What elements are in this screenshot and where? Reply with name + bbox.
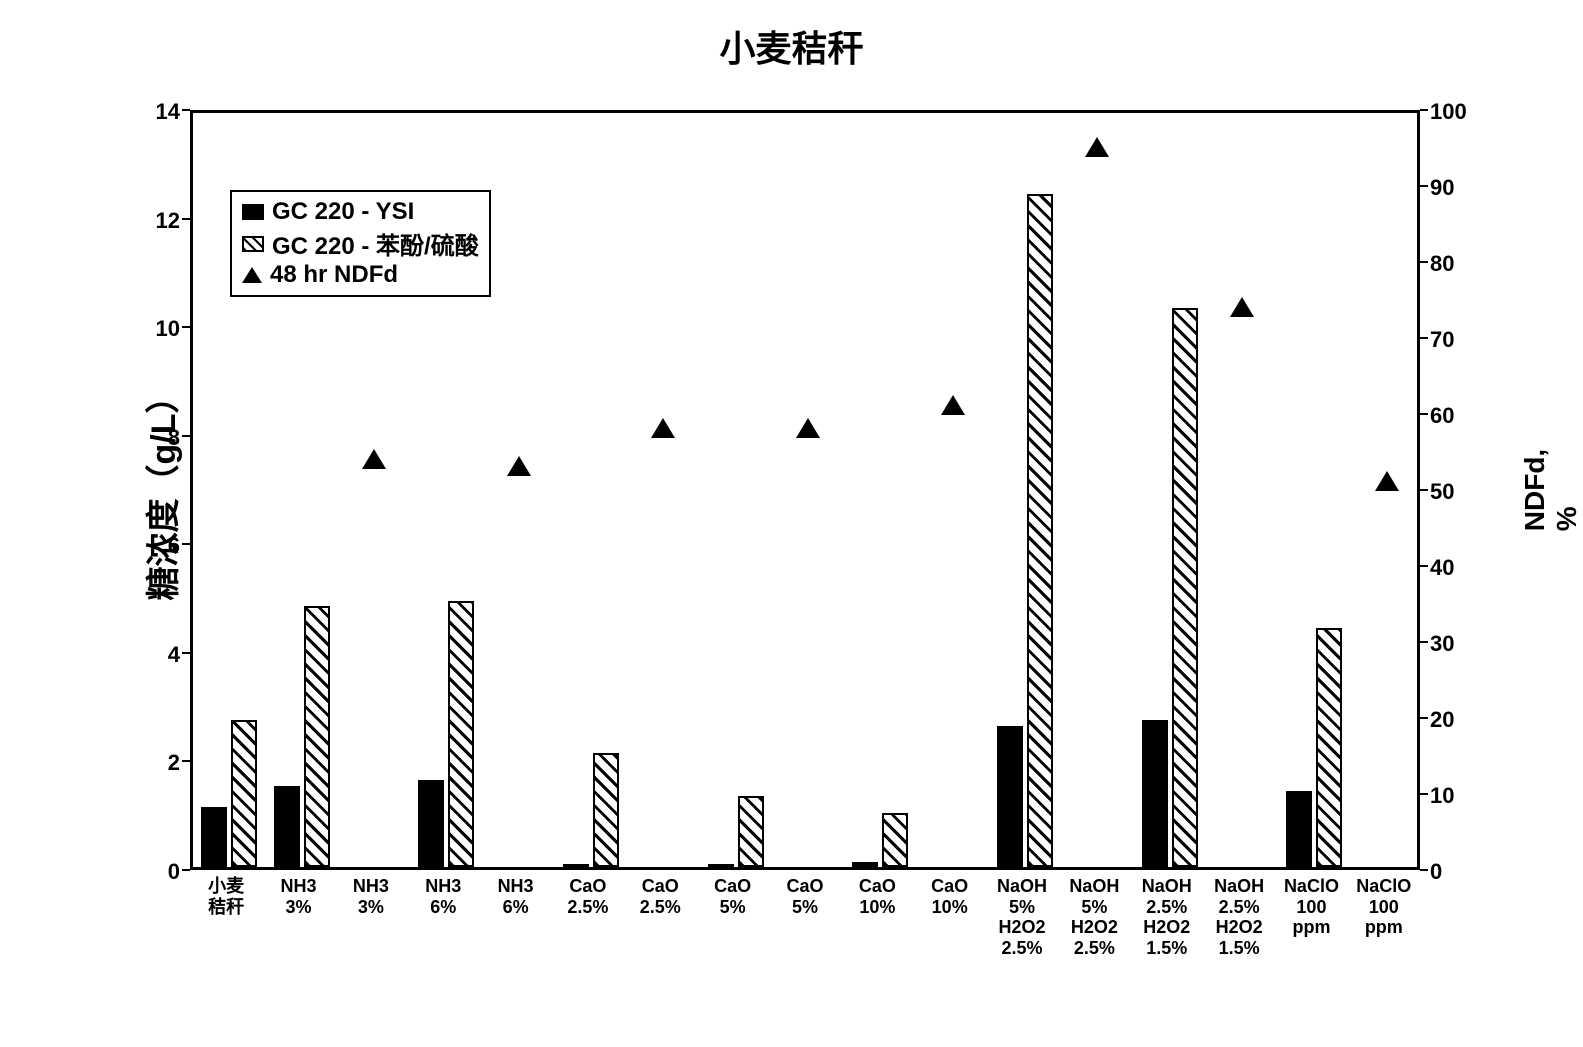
bar-ysi xyxy=(852,862,878,867)
y1-axis-label: 糖浓度（g/L） xyxy=(136,380,185,601)
y2-tick-label: 30 xyxy=(1430,631,1480,657)
legend-swatch-triangle xyxy=(242,267,262,283)
bar-ysi xyxy=(1142,720,1168,867)
bar-ysi xyxy=(708,864,734,867)
y1-tick xyxy=(182,760,190,762)
y2-tick xyxy=(1420,717,1428,719)
legend-row-phenol: GC 220 - 苯酚/硫酸 xyxy=(242,226,479,261)
bar-ysi xyxy=(418,780,444,867)
x-category-label: CaO2.5% xyxy=(552,876,624,917)
y2-tick xyxy=(1420,261,1428,263)
x-category-label: CaO10% xyxy=(914,876,986,917)
marker-ndfd xyxy=(507,456,531,476)
marker-ndfd xyxy=(1085,137,1109,157)
bar-ysi xyxy=(997,726,1023,867)
y2-tick xyxy=(1420,489,1428,491)
legend-row-ndfd: 48 hr NDFd xyxy=(242,261,479,289)
y1-tick xyxy=(182,869,190,871)
y1-tick-label: 8 xyxy=(140,425,180,451)
y1-tick xyxy=(182,435,190,437)
y2-tick xyxy=(1420,185,1428,187)
x-category-label: NH36% xyxy=(479,876,551,917)
legend: GC 220 - YSI GC 220 - 苯酚/硫酸 48 hr NDFd xyxy=(230,190,491,297)
marker-ndfd xyxy=(1230,297,1254,317)
y1-tick xyxy=(182,218,190,220)
y2-tick xyxy=(1420,641,1428,643)
y2-tick xyxy=(1420,869,1428,871)
y1-tick-label: 2 xyxy=(140,750,180,776)
x-category-label: CaO5% xyxy=(769,876,841,917)
x-category-label: NaClO100ppm xyxy=(1275,876,1347,938)
x-category-label: CaO5% xyxy=(696,876,768,917)
y2-tick-label: 10 xyxy=(1430,783,1480,809)
y2-tick-label: 70 xyxy=(1430,327,1480,353)
bar-phenol xyxy=(231,720,257,867)
y1-tick-label: 14 xyxy=(140,99,180,125)
y2-tick-label: 90 xyxy=(1430,175,1480,201)
x-category-label: NaOH2.5%H2O21.5% xyxy=(1131,876,1203,959)
marker-ndfd xyxy=(1375,471,1399,491)
y1-tick xyxy=(182,326,190,328)
y2-tick xyxy=(1420,337,1428,339)
x-category-label: NaClO100ppm xyxy=(1348,876,1420,938)
y2-tick-label: 40 xyxy=(1430,555,1480,581)
x-category-label: NH33% xyxy=(262,876,334,917)
bar-ysi xyxy=(274,786,300,867)
bar-phenol xyxy=(1316,628,1342,867)
y2-tick xyxy=(1420,109,1428,111)
y2-tick-label: 60 xyxy=(1430,403,1480,429)
bar-ysi xyxy=(201,807,227,867)
y2-tick-label: 20 xyxy=(1430,707,1480,733)
x-category-label: NaOH5%H2O22.5% xyxy=(986,876,1058,959)
bar-phenol xyxy=(1172,308,1198,867)
bar-phenol xyxy=(738,796,764,867)
bar-ysi xyxy=(563,864,589,867)
y2-tick xyxy=(1420,413,1428,415)
y2-axis-label: NDFd, % xyxy=(1519,449,1583,531)
y2-tick-label: 100 xyxy=(1430,99,1480,125)
x-category-label: NaOH5%H2O22.5% xyxy=(1058,876,1130,959)
x-category-label: CaO2.5% xyxy=(624,876,696,917)
x-category-label: 小麦秸秆 xyxy=(190,876,262,917)
legend-label: GC 220 - 苯酚/硫酸 xyxy=(272,226,479,261)
y2-tick-label: 0 xyxy=(1430,859,1480,885)
bar-phenol xyxy=(593,753,619,867)
y1-tick-label: 12 xyxy=(140,208,180,234)
y2-tick xyxy=(1420,793,1428,795)
legend-swatch-solid xyxy=(242,204,264,220)
marker-ndfd xyxy=(796,418,820,438)
bar-phenol xyxy=(304,606,330,867)
marker-ndfd xyxy=(941,395,965,415)
y2-tick-label: 80 xyxy=(1430,251,1480,277)
y1-tick-label: 4 xyxy=(140,642,180,668)
x-category-label: NaOH2.5%H2O21.5% xyxy=(1203,876,1275,959)
bar-phenol xyxy=(1027,194,1053,867)
y1-tick xyxy=(182,109,190,111)
y1-tick-label: 10 xyxy=(140,316,180,342)
y2-tick-label: 50 xyxy=(1430,479,1480,505)
legend-row-ysi: GC 220 - YSI xyxy=(242,198,479,226)
legend-label: GC 220 - YSI xyxy=(272,198,414,226)
marker-ndfd xyxy=(362,449,386,469)
y1-tick-label: 6 xyxy=(140,533,180,559)
chart-title: 小麦秸秆 xyxy=(719,20,863,72)
x-category-label: NH33% xyxy=(335,876,407,917)
y1-tick-label: 0 xyxy=(140,859,180,885)
y2-tick xyxy=(1420,565,1428,567)
legend-label: 48 hr NDFd xyxy=(270,261,398,289)
marker-ndfd xyxy=(651,418,675,438)
legend-swatch-hatch xyxy=(242,236,264,252)
chart-wrapper: 小麦秸秆 糖浓度（g/L） NDFd, % GC 220 - YSI GC 22… xyxy=(20,20,1563,1027)
y1-tick xyxy=(182,652,190,654)
x-category-label: CaO10% xyxy=(841,876,913,917)
bar-phenol xyxy=(448,601,474,867)
y1-tick xyxy=(182,543,190,545)
bar-phenol xyxy=(882,813,908,867)
x-category-label: NH36% xyxy=(407,876,479,917)
bar-ysi xyxy=(1286,791,1312,867)
